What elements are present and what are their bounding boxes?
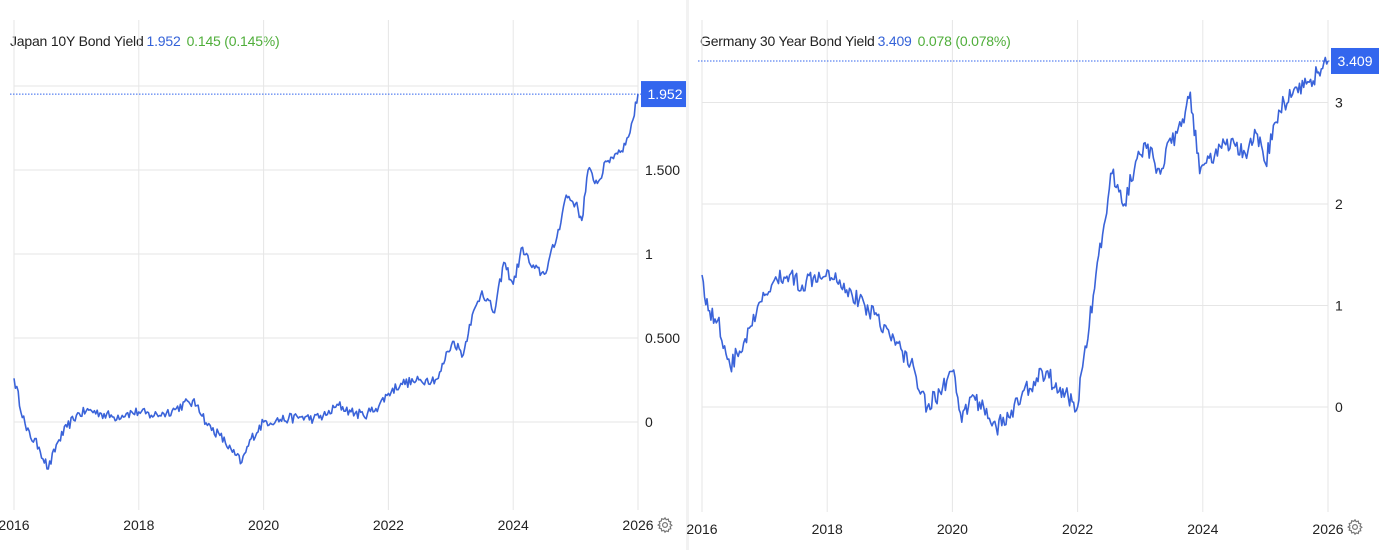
last-value-badge xyxy=(1331,47,1379,74)
japan-chart-svg: 20162018202020222024202621.50010.50001.9… xyxy=(0,20,689,533)
last-value-badge-text: 3.409 xyxy=(1337,53,1372,69)
panel-divider xyxy=(686,0,689,550)
x-tick-label: 2026 xyxy=(1312,521,1343,537)
x-tick-label: 2022 xyxy=(373,517,404,533)
x-tick-label: 2024 xyxy=(498,517,529,533)
japan-chart-panel: Japan 10Y Bond Yield 1.952 0.145 (0.145%) … xyxy=(0,0,689,550)
y-tick-label: 0 xyxy=(645,414,653,430)
chart-title-line: Germany 30 Year Bond Yield 3.409 0.078 (0.… xyxy=(700,33,1011,49)
y-tick-label: 2 xyxy=(1335,196,1343,212)
y-tick-label: 0 xyxy=(1335,399,1343,415)
x-tick-label: 2026 xyxy=(622,517,653,533)
settings-gear-icon[interactable] xyxy=(656,516,674,534)
y-tick-label: 3 xyxy=(1335,95,1343,111)
x-tick-label: 2020 xyxy=(248,517,279,533)
series-line xyxy=(13,93,639,470)
chart-title-line: Japan 10Y Bond Yield 1.952 0.145 (0.145%) xyxy=(10,33,280,49)
last-value-badge-text: 1.952 xyxy=(647,86,682,102)
settings-gear-icon[interactable] xyxy=(1346,518,1364,536)
x-tick-label: 2018 xyxy=(812,521,843,537)
x-tick-label: 2022 xyxy=(1062,521,1093,537)
x-tick-label: 2020 xyxy=(937,521,968,537)
change-value: 0.078 (0.078%) xyxy=(917,33,1011,49)
germany-chart-panel: Germany 30 Year Bond Yield 3.409 0.078 (0.… xyxy=(686,0,1386,550)
y-tick-label: 1 xyxy=(1335,298,1343,314)
y-tick-label: 1.500 xyxy=(645,162,680,178)
y-tick-label: 1 xyxy=(645,246,653,262)
x-tick-label: 2018 xyxy=(123,517,154,533)
chart-title: Germany 30 Year Bond Yield xyxy=(700,33,875,49)
y-tick-label: 0.500 xyxy=(645,330,680,346)
last-value-badge xyxy=(641,81,689,108)
last-value: 1.952 xyxy=(146,33,181,49)
x-tick-label: 2016 xyxy=(0,517,30,533)
series-line xyxy=(701,56,1329,436)
germany-chart-svg: 2016 2018 2020 2022 2024 2026 3 2 1 0 3.409 xyxy=(686,20,1379,537)
chart-title: Japan 10Y Bond Yield xyxy=(10,33,144,49)
x-tick-label: 2016 xyxy=(686,521,717,537)
change-value: 0.145 (0.145%) xyxy=(186,33,280,49)
last-value: 3.409 xyxy=(877,33,912,49)
x-tick-label: 2024 xyxy=(1187,521,1218,537)
